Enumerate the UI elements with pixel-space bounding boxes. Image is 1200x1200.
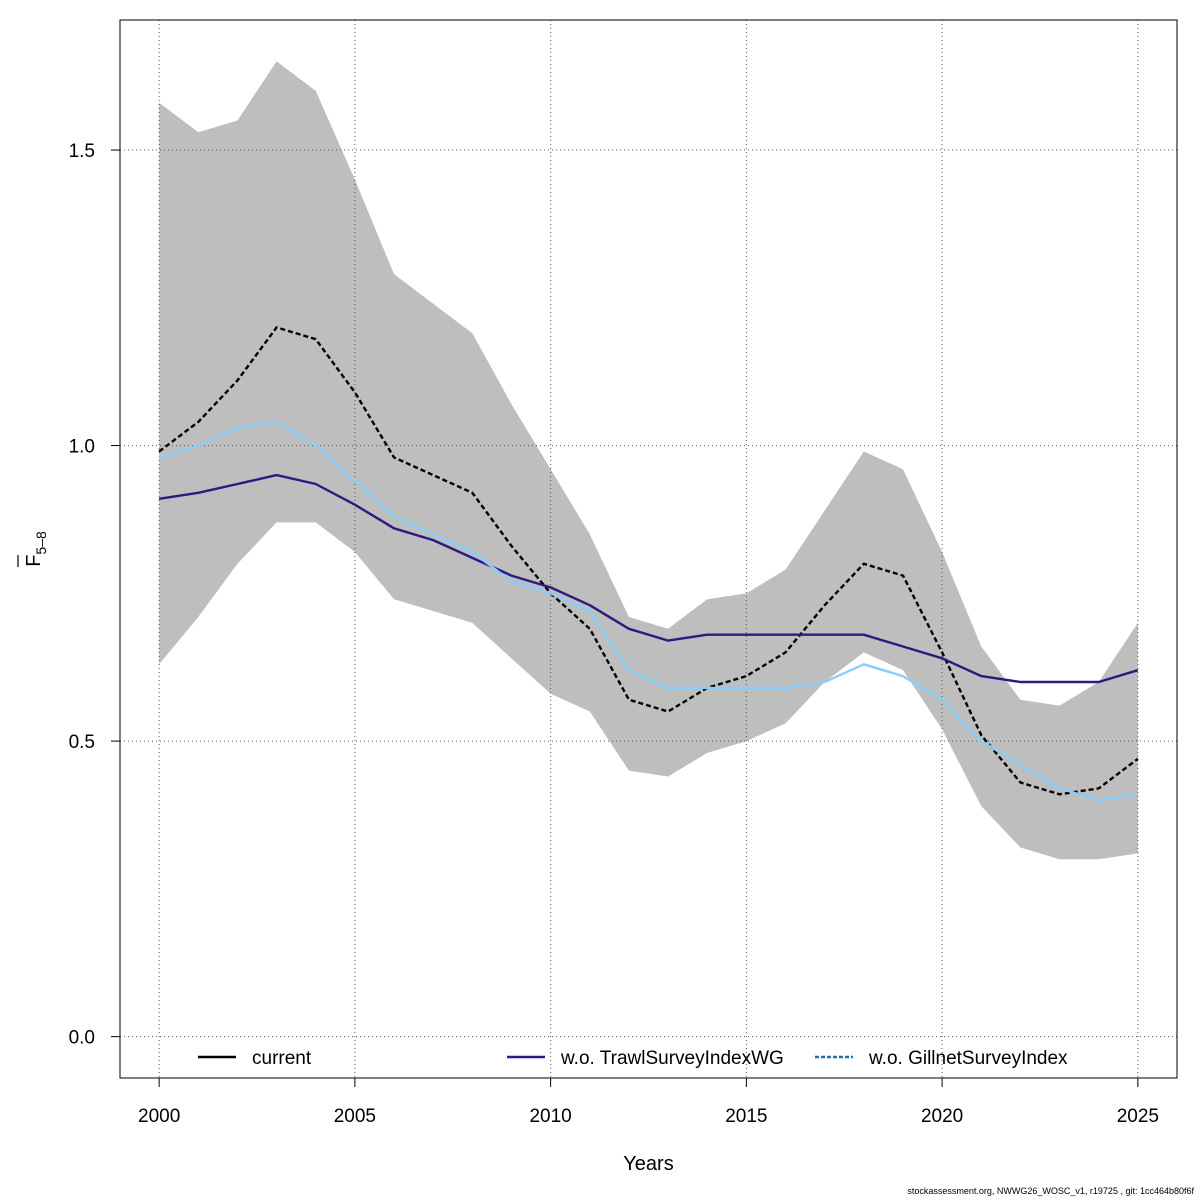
x-axis-title: Years (623, 1153, 673, 1175)
legend-label-1: w.o. TrawlSurveyIndexWG (560, 1048, 784, 1069)
footer-text: stockassessment.org, NWWG26_WOSC_v1, r19… (907, 1186, 1194, 1196)
plot-frame (119, 19, 1178, 1079)
y-axis-title-subscript: 5–8 (33, 531, 49, 555)
y-tick-label-2: 1.0 (69, 437, 95, 458)
axis-layer: 2000 2005 2010 2015 2020 2025 0.0 0.5 1.0 1.5 (69, 141, 1159, 1127)
y-tick-label-3: 1.5 (69, 141, 95, 162)
x-tick-label-2015: 2015 (725, 1106, 767, 1127)
x-tick-label-2010: 2010 (529, 1106, 571, 1127)
series-line-2 (158, 420, 1139, 802)
x-tick-label-2000: 2000 (138, 1106, 180, 1127)
legend-label-0: current (252, 1048, 312, 1069)
legend: current w.o. TrawlSurveyIndexWG w.o. Gilln… (198, 1048, 1068, 1069)
confidence-band-layer (159, 61, 1138, 860)
series-layer (158, 326, 1139, 802)
grid-layer (120, 20, 1177, 1078)
svg-text:F5–8: F5–8 (23, 531, 49, 567)
y-tick-label-1: 0.5 (69, 732, 95, 753)
series-line-0 (158, 326, 1139, 796)
series-line-1 (158, 473, 1139, 684)
x-tick-label-2025: 2025 (1117, 1106, 1159, 1127)
legend-label-2: w.o. GillnetSurveyIndex (868, 1048, 1068, 1069)
y-axis-title-main: F (23, 555, 45, 567)
confidence-band (159, 61, 1138, 860)
y-tick-label-0: 0.0 (69, 1028, 95, 1049)
y-axis-title: F5–8 (17, 531, 49, 567)
x-tick-label-2020: 2020 (921, 1106, 963, 1127)
x-tick-label-2005: 2005 (334, 1106, 376, 1127)
